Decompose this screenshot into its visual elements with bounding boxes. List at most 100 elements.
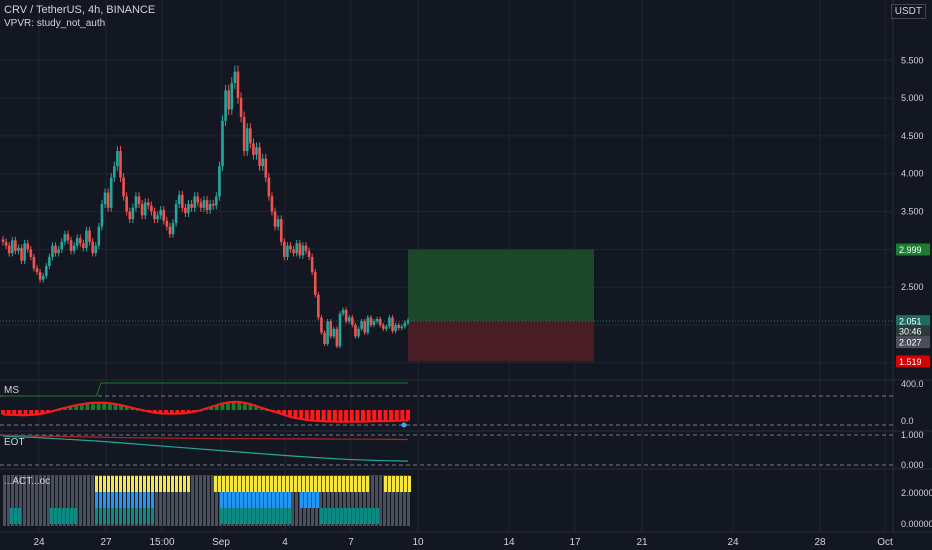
bottom-gray-bar xyxy=(71,475,74,526)
candle-body xyxy=(338,313,342,347)
candle-body xyxy=(329,321,333,337)
ms-histogram-bar xyxy=(248,404,253,410)
bottom-yellow-bar xyxy=(147,476,150,492)
candle-body xyxy=(313,272,317,295)
bottom-teal-bar xyxy=(372,508,375,524)
bottom-gray-bar xyxy=(35,475,38,526)
ms-histogram-bar xyxy=(226,402,230,410)
bottom-yellow-bar xyxy=(318,476,321,492)
x-tick-label: 27 xyxy=(100,537,112,548)
candle-body xyxy=(221,120,224,167)
ms-label: MS xyxy=(4,385,19,396)
candle-body xyxy=(131,207,135,220)
bottom-blue-bar xyxy=(316,492,319,508)
bottom-blue-bar xyxy=(268,492,271,508)
bottom-gray-bar xyxy=(159,475,162,526)
candle-body xyxy=(283,241,286,257)
candle-body xyxy=(388,317,391,327)
candle-body xyxy=(332,328,336,337)
bottom-yellow-bar xyxy=(302,476,305,492)
bottom-teal-bar xyxy=(103,508,106,524)
bottom-blue-bar xyxy=(103,492,106,508)
grid xyxy=(0,0,932,533)
candle-body xyxy=(236,71,240,99)
bottom-gray-bar xyxy=(371,475,374,526)
candle-body xyxy=(295,243,299,254)
candle-body xyxy=(162,210,166,221)
bottom-teal-bar xyxy=(99,508,102,524)
ms-histogram-bar xyxy=(377,410,382,422)
bottom-blue-bar xyxy=(272,492,275,508)
bottom-gray-bar xyxy=(383,475,386,526)
candle-body xyxy=(44,266,48,276)
bottom-yellow-bar xyxy=(408,476,411,492)
candle-body xyxy=(82,243,85,248)
bottom-yellow-bar xyxy=(242,476,245,492)
candle-body xyxy=(134,196,138,208)
candle-body xyxy=(26,243,30,250)
price-badge-bg xyxy=(896,336,930,349)
ms-histogram-bar xyxy=(1,410,5,415)
candle-body xyxy=(190,204,193,208)
bottom-gray-bar xyxy=(359,475,362,526)
x-tick-label: 10 xyxy=(412,537,424,548)
bottom-teal-bar xyxy=(14,508,17,524)
candle-body xyxy=(32,256,36,269)
bottom-yellow-bar xyxy=(226,476,229,492)
bottom-teal-bar xyxy=(260,508,263,524)
bottom-blue-bar xyxy=(304,492,307,508)
bottom-gray-bar xyxy=(3,475,6,526)
bottom-blue-bar xyxy=(119,492,122,508)
ms-histogram-bar xyxy=(327,410,332,422)
candle-body xyxy=(122,177,125,197)
bottom-blue-bar xyxy=(308,492,311,508)
position-tool[interactable] xyxy=(0,249,893,362)
currency-unit[interactable]: USDT xyxy=(890,4,926,19)
candle-body xyxy=(1,239,5,242)
candle-body xyxy=(239,98,243,117)
candle-body xyxy=(14,240,17,251)
eot-red-line xyxy=(2,434,409,441)
bottom-blue-bar xyxy=(143,492,146,508)
bottom-gray-bar xyxy=(27,475,30,526)
bottom-teal-bar xyxy=(236,508,239,524)
candle-body xyxy=(385,326,388,329)
candle-body xyxy=(406,320,410,323)
bottom-yellow-bar xyxy=(218,476,221,492)
bottom-blue-bar xyxy=(232,492,235,508)
ms-histogram-bar xyxy=(74,405,79,410)
bottom-teal-bar xyxy=(127,508,130,524)
target-zone xyxy=(408,249,594,322)
ms-histogram-bar xyxy=(231,401,236,410)
bottom-gray-bar xyxy=(87,475,90,526)
candle-body xyxy=(224,90,227,121)
candle-body xyxy=(147,202,150,206)
ms-histogram-bar xyxy=(34,410,39,415)
bottom-teal-bar xyxy=(228,508,231,524)
bottom-blue-bar xyxy=(240,492,243,508)
bottom-gray-bar xyxy=(363,475,366,526)
bottom-yellow-bar xyxy=(183,476,186,492)
indicator-label: VPVR: study_not_auth xyxy=(4,18,106,29)
ms-histogram-bar xyxy=(406,410,410,421)
candle-body xyxy=(211,204,215,206)
bottom-yellow-bar xyxy=(266,476,269,492)
candle-body xyxy=(193,196,196,208)
candle-body xyxy=(184,207,187,214)
bottom-gray-bar xyxy=(171,475,174,526)
candle-body xyxy=(273,211,277,227)
ms-histogram-bar xyxy=(237,401,242,410)
candle-body xyxy=(286,245,289,257)
candle-body xyxy=(63,234,67,242)
y-tick-label: 4.500 xyxy=(901,131,924,141)
bottom-yellow-bar xyxy=(135,476,138,492)
candle-body xyxy=(199,202,203,208)
candle-body xyxy=(335,328,339,347)
bottom-yellow-bar xyxy=(290,476,293,492)
x-tick-label: Oct xyxy=(877,537,893,548)
bottom-yellow-bar xyxy=(326,476,329,492)
bottom-teal-bar xyxy=(356,508,359,524)
bottom-yellow-bar xyxy=(222,476,225,492)
candle-body xyxy=(347,317,351,322)
